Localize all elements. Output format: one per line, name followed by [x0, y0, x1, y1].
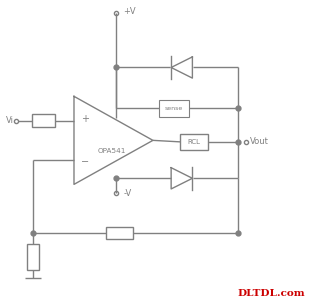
- Bar: [159, 100, 189, 117]
- Text: DLTDL.com: DLTDL.com: [237, 289, 305, 298]
- Text: Vout: Vout: [250, 137, 268, 146]
- Bar: [32, 114, 55, 127]
- Bar: [106, 227, 133, 239]
- Bar: [27, 244, 39, 270]
- Text: sense: sense: [165, 106, 183, 111]
- Text: OPA541: OPA541: [98, 148, 126, 154]
- Text: RCL: RCL: [187, 139, 200, 145]
- Bar: [180, 134, 208, 150]
- Text: +V: +V: [123, 7, 136, 16]
- Text: Vi: Vi: [6, 116, 14, 125]
- Text: -V: -V: [123, 189, 131, 198]
- Text: +: +: [81, 114, 90, 124]
- Text: −: −: [81, 156, 90, 167]
